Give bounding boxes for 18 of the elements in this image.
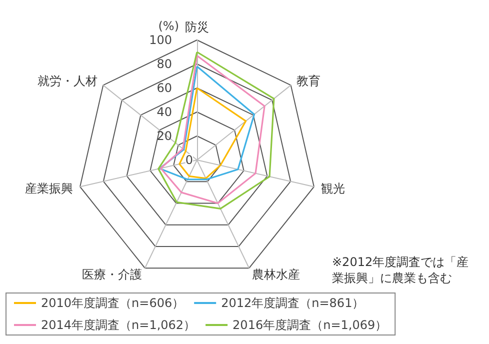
- legend-label: 2010年度調査（n=606）: [41, 296, 184, 310]
- text: ※2012年度調査では「産業振興」に農業も含む: [332, 255, 469, 285]
- legend-label: 2016年度調査（n=1,069）: [232, 318, 388, 332]
- text: (%): [158, 19, 179, 33]
- y-tick-label: 0: [185, 153, 193, 167]
- y-tick-label: 80: [156, 57, 172, 71]
- spoke-label: 医療・介護: [82, 267, 142, 282]
- spoke-label: 教育: [296, 74, 320, 88]
- spoke-label: 農林水産: [252, 267, 300, 282]
- spoke-label: 産業振興: [25, 181, 74, 196]
- spoke-label: 防災: [185, 20, 209, 34]
- y-tick-label: 60: [156, 81, 172, 95]
- spoke-label: 就労・人材: [38, 74, 98, 88]
- legend-label: 2014年度調査（n=1,062）: [41, 318, 196, 332]
- y-tick-label: 40: [156, 105, 172, 119]
- spoke-label: 観光: [320, 181, 345, 196]
- y-tick-label: 100: [149, 33, 172, 47]
- legend-label: 2012年度調査（n=861）: [221, 296, 364, 310]
